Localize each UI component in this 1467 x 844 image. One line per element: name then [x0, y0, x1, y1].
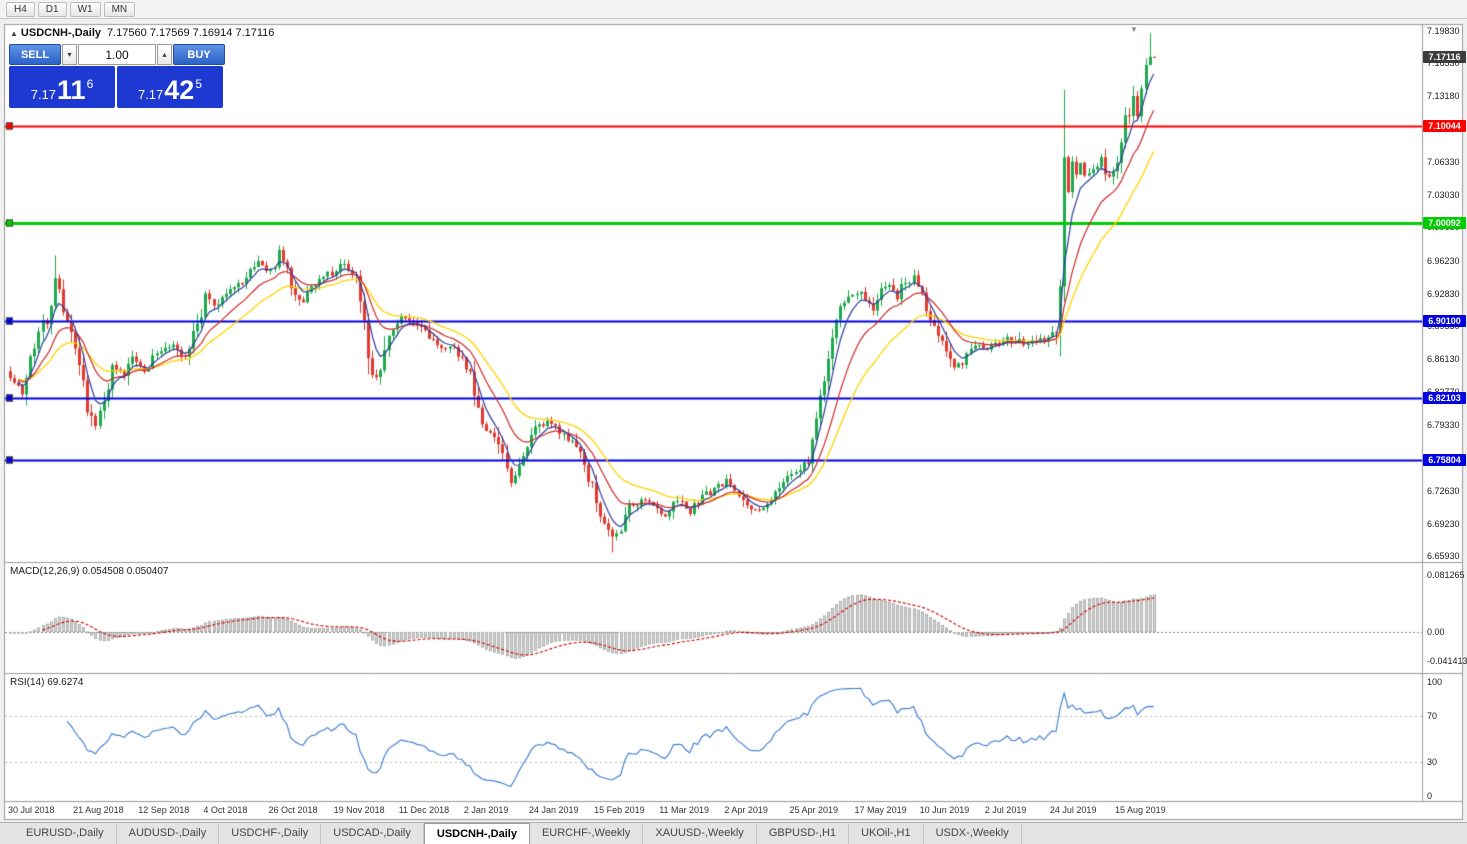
date-label: 21 Aug 2018	[73, 805, 124, 815]
timeframe-button-mn[interactable]: MN	[103, 1, 136, 17]
date-label: 15 Aug 2019	[1115, 805, 1166, 815]
chart-shift-marker-icon[interactable]: ▼	[1130, 25, 1138, 34]
chart-tab-usdcnh-daily[interactable]: USDCNH-,Daily	[423, 823, 530, 844]
volume-decrease-button[interactable]: ▾	[62, 44, 77, 65]
macd-scale-label: 0.00	[1427, 627, 1445, 637]
date-label: 24 Jul 2019	[1049, 805, 1097, 815]
timeframe-button-w1[interactable]: W1	[69, 1, 101, 17]
price-tick-label: 6.69230	[1427, 518, 1460, 529]
ask-price-main: 42	[164, 75, 195, 105]
date-label: 26 Oct 2018	[268, 805, 318, 815]
date-label: 2 Apr 2019	[724, 805, 768, 815]
date-label: 24 Jan 2019	[528, 805, 579, 815]
rsi-scale-label: 0	[1427, 791, 1433, 801]
chart-tab-usdcad-daily[interactable]: USDCAD-,Daily	[321, 823, 424, 844]
date-label: 19 Nov 2018	[333, 805, 385, 815]
chart-tab-eurusd-daily[interactable]: EURUSD-,Daily	[14, 823, 117, 844]
collapse-icon[interactable]: ▲	[10, 29, 18, 38]
price-tick-label: 7.13180	[1427, 90, 1460, 101]
rsi-indicator-title: RSI(14) 69.6274	[10, 677, 84, 688]
chart-tab-ukoil-h1[interactable]: UKOil-,H1	[849, 823, 924, 844]
level-price-badge: 6.82103	[1423, 392, 1466, 405]
chart-tab-audusd-daily[interactable]: AUDUSD-,Daily	[117, 823, 220, 844]
date-label: 25 Apr 2019	[789, 805, 838, 815]
price-tick-label: 6.72630	[1427, 485, 1460, 496]
timeframe-button-d1[interactable]: D1	[37, 1, 67, 17]
level-price-badge: 6.90100	[1423, 314, 1466, 327]
date-label: 10 Jun 2019	[919, 805, 970, 815]
rsi-scale-label: 100	[1427, 677, 1443, 687]
macd-scale-label: -0.041413	[1427, 655, 1467, 666]
rsi-scale-label: 30	[1427, 756, 1438, 767]
date-label: 2 Jan 2019	[463, 805, 509, 815]
price-tick-label: 6.79330	[1427, 420, 1460, 431]
timeframe-button-h4[interactable]: H4	[6, 1, 35, 17]
date-label: 12 Sep 2018	[138, 805, 190, 815]
date-label: 11 Mar 2019	[659, 805, 710, 815]
price-tick-label: 7.16530	[1427, 58, 1460, 69]
time-axis[interactable]: 30 Jul 2018 21 Aug 2018 12 Sep 2018 4 Oct 2…	[4, 802, 1423, 820]
date-label: 11 Dec 2018	[398, 805, 450, 815]
rsi-scale-label: 70	[1427, 711, 1438, 722]
ask-price-box[interactable]: 7.17 42 5	[117, 66, 223, 108]
bid-price-box[interactable]: 7.17 11 6	[9, 66, 115, 108]
price-axis[interactable]: 7.198307.165307.131807.098307.063307.030…	[1423, 24, 1467, 802]
price-tick-label: 6.82770	[1427, 387, 1460, 397]
level-price-badge: 6.75804	[1423, 453, 1466, 466]
price-tick-label: 6.65930	[1427, 551, 1460, 561]
chart-title: ▲ USDCNH-,Daily 7.17560 7.17569 7.16914 7.…	[10, 27, 274, 39]
ask-price-prefix: 7.17	[137, 87, 164, 102]
date-label: 17 May 2019	[854, 805, 907, 815]
timeframe-toolbar: H4 D1 W1 MN	[0, 0, 1467, 19]
level-price-badge: 7.00092	[1423, 217, 1466, 230]
chart-tab-eurchf-weekly[interactable]: EURCHF-,Weekly	[530, 823, 644, 844]
chart-tab-usdx-weekly[interactable]: USDX-,Weekly	[924, 823, 1022, 844]
ask-price-sup: 5	[195, 77, 203, 91]
chart-tab-gbpusd-h1[interactable]: GBPUSD-,H1	[757, 823, 850, 844]
price-tick-label: 7.19830	[1427, 26, 1460, 36]
sell-button[interactable]: SELL	[9, 44, 61, 65]
price-tick-label: 6.86130	[1427, 354, 1460, 365]
bid-price-sup: 6	[86, 77, 94, 91]
macd-indicator-title: MACD(12,26,9) 0.054508 0.050407	[10, 566, 169, 577]
price-tick-label: 7.06330	[1427, 157, 1460, 168]
price-tick-label: 6.92830	[1427, 288, 1460, 299]
bid-price-main: 11	[57, 75, 86, 105]
chart-symbol-label: USDCNH-,Daily	[20, 27, 101, 39]
price-tick-label: 7.03030	[1427, 189, 1460, 200]
buy-button[interactable]: BUY	[173, 44, 225, 65]
chart-tabs-bar: EURUSD-,Daily AUDUSD-,Daily USDCHF-,Daily U…	[0, 822, 1467, 844]
bid-price-prefix: 7.17	[30, 87, 57, 102]
volume-increase-button[interactable]: ▴	[157, 44, 172, 65]
level-price-badge: 7.10044	[1423, 120, 1466, 133]
chart-ohlc-values: 7.17560 7.17569 7.16914 7.17116	[107, 27, 275, 39]
current-price-badge: 7.17116	[1423, 51, 1466, 64]
date-label: 15 Feb 2019	[594, 805, 645, 815]
macd-scale-label: 0.081265	[1427, 570, 1465, 581]
price-tick-label: 6.96230	[1427, 255, 1460, 266]
date-label: 2 Jul 2019	[984, 805, 1027, 815]
date-label: 4 Oct 2018	[203, 805, 248, 815]
chart-tab-usdchf-daily[interactable]: USDCHF-,Daily	[219, 823, 322, 844]
chart-tab-xauusd-weekly[interactable]: XAUUSD-,Weekly	[643, 823, 757, 844]
date-label: 30 Jul 2018	[8, 805, 55, 815]
volume-input[interactable]	[78, 44, 156, 65]
